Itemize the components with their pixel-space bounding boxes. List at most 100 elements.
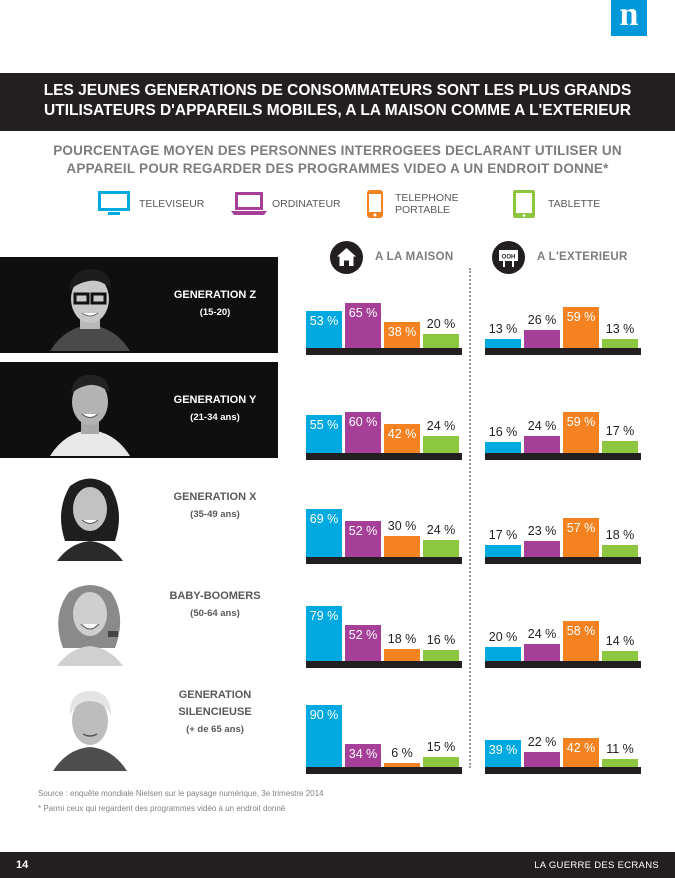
bar-outside-0-1 (524, 330, 560, 348)
nielsen-logo: n (611, 0, 647, 36)
chart-baseline (306, 767, 462, 774)
bar-home-1-0 (306, 415, 342, 453)
bar-home-0-1 (345, 303, 381, 348)
legend-item-laptop: ORDINATEUR (230, 186, 341, 222)
bar-home-2-2 (384, 536, 420, 557)
data-label: 60 % (348, 415, 378, 429)
headline-banner: LES JEUNES GENERATIONS DE CONSOMMATEURS … (0, 73, 675, 131)
headline-line-1: LES JEUNES GENERATIONS DE CONSOMMATEURS … (43, 82, 632, 99)
bar-outside-3-0 (485, 647, 521, 661)
data-label: 18 % (605, 528, 635, 542)
bar-outside-2-1 (524, 541, 560, 557)
chart-baseline (306, 661, 462, 668)
data-label: 59 % (566, 415, 596, 429)
data-label: 26 % (527, 313, 557, 327)
portrait-generation-x (45, 471, 135, 561)
bar-outside-0-2 (563, 307, 599, 348)
source-note: Source : enquête mondiale Nielsen sur le… (38, 789, 324, 798)
data-label: 38 % (387, 325, 417, 339)
bar-outside-4-3 (602, 759, 638, 767)
data-label: 18 % (387, 632, 417, 646)
bar-home-4-0 (306, 705, 342, 767)
portrait-baby-boomers (45, 576, 135, 666)
generation-name: GENERATION Z (15-20) (173, 289, 257, 318)
bar-outside-2-2 (563, 518, 599, 557)
data-label: 57 % (566, 521, 596, 535)
chart-baseline (485, 767, 641, 774)
bar-home-4-1 (345, 744, 381, 767)
generation-name: BABY-BOOMERS (50-64 ans) (169, 590, 261, 619)
bar-outside-3-3 (602, 651, 638, 661)
subtitle-line-1: POURCENTAGE MOYEN DES PERSONNES INTERROG… (53, 143, 622, 158)
column-header-home: A LA MAISON (330, 240, 453, 274)
bar-home-3-2 (384, 649, 420, 661)
bar-home-2-0 (306, 509, 342, 557)
data-label: 58 % (566, 624, 596, 638)
house-icon (330, 240, 363, 274)
bar-outside-1-2 (563, 412, 599, 453)
data-label: 53 % (309, 314, 339, 328)
bar-outside-1-3 (602, 441, 638, 453)
laptop-icon (230, 189, 267, 219)
data-label: 30 % (387, 519, 417, 533)
bar-outside-3-2 (563, 621, 599, 661)
data-label: 15 % (426, 740, 456, 754)
column-label-outside: A L'EXTERIEUR (537, 251, 628, 263)
generation-band-y: GENERATION Y (21-34 ans) (0, 362, 278, 458)
bar-outside-1-0 (485, 442, 521, 453)
chart-subtitle: POURCENTAGE MOYEN DES PERSONNES INTERROG… (0, 142, 675, 178)
data-label: 52 % (348, 628, 378, 642)
column-header-outside: OOH A L'EXTERIEUR (492, 240, 628, 274)
data-label: 6 % (391, 746, 413, 760)
data-label: 13 % (488, 322, 518, 336)
generation-name: GENERATION X (35-49 ans) (173, 491, 257, 520)
data-label: 16 % (488, 425, 518, 439)
bar-home-2-1 (345, 521, 381, 557)
portrait-generation-z (45, 261, 135, 351)
data-label: 17 % (605, 424, 635, 438)
ooh-sign-text: OOH (502, 254, 516, 260)
data-label: 24 % (426, 419, 456, 433)
chart-baseline (306, 348, 462, 355)
bar-home-0-2 (384, 322, 420, 348)
data-label: 17 % (488, 528, 518, 542)
bar-home-0-3 (423, 334, 459, 348)
bar-outside-0-3 (602, 339, 638, 348)
generation-band-baby-boomers: BABY-BOOMERS (50-64 ans) (0, 572, 278, 668)
tablet-icon (512, 189, 540, 219)
legend-item-tablet: TABLETTE (512, 186, 600, 222)
data-label: 55 % (309, 418, 339, 432)
bar-outside-4-0 (485, 740, 521, 767)
bar-home-3-3 (423, 650, 459, 661)
bar-outside-2-0 (485, 545, 521, 557)
data-label: 23 % (527, 524, 557, 538)
bar-outside-1-1 (524, 436, 560, 453)
bar-home-2-3 (423, 540, 459, 557)
bar-outside-2-3 (602, 545, 638, 557)
data-label: 20 % (426, 317, 456, 331)
subtitle-line-2: APPAREIL POUR REGARDER DES PROGRAMMES VI… (66, 161, 609, 176)
chart-baseline (485, 348, 641, 355)
column-label-home: A LA MAISON (375, 251, 454, 263)
chart-baseline (306, 557, 462, 564)
page-number: 14 (16, 859, 29, 871)
tv-icon (97, 189, 131, 219)
data-label: 11 % (606, 742, 634, 756)
chart-baseline (485, 453, 641, 460)
legend-item-tv: TELEVISEUR (97, 186, 204, 222)
generation-band-x: GENERATION X (35-49 ans) (0, 467, 278, 563)
data-label: 24 % (527, 419, 557, 433)
bar-home-0-0 (306, 311, 342, 348)
chart-baseline (485, 661, 641, 668)
legend: TELEVISEUR ORDINATEUR TELEPHONE PORTABLE (0, 186, 675, 222)
data-label: 79 % (309, 609, 339, 623)
data-label: 39 % (488, 743, 518, 757)
page-footer: 14 LA GUERRE DES ECRANS (0, 852, 675, 878)
bar-outside-4-2 (563, 738, 599, 767)
headline-line-2: UTILISATEURS D'APPAREILS MOBILES, A LA M… (44, 102, 631, 119)
generation-name: GENERATION SILENCIEUSE (+ de 65 ans) (178, 689, 252, 735)
data-label: 14 % (605, 634, 635, 648)
phone-icon (365, 189, 387, 219)
portrait-generation-silencieuse (45, 681, 135, 771)
legend-label-tv: TELEVISEUR (139, 198, 205, 210)
